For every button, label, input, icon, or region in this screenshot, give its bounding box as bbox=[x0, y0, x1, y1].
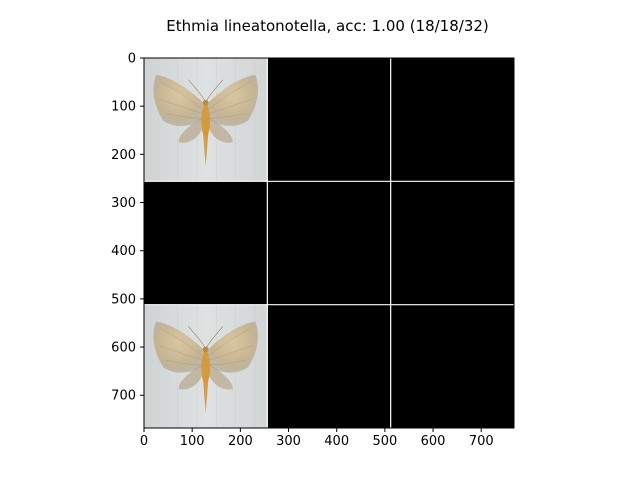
y-tick-label: 400 bbox=[111, 244, 136, 259]
black-tile bbox=[267, 181, 391, 305]
y-tick-label: 0 bbox=[128, 52, 136, 67]
plot-area bbox=[143, 57, 515, 429]
y-axis: 0 100 200 300 400 500 600 700 bbox=[111, 52, 144, 404]
black-tile bbox=[267, 304, 391, 428]
tile-fill bbox=[144, 181, 268, 305]
y-tick-label: 500 bbox=[111, 292, 136, 307]
axes-frame bbox=[143, 57, 515, 429]
tile-fill bbox=[267, 304, 391, 428]
x-tick-label: 100 bbox=[180, 434, 205, 449]
y-tick-label: 300 bbox=[111, 196, 136, 211]
moth-image bbox=[144, 304, 268, 429]
x-tick-label: 700 bbox=[469, 434, 494, 449]
x-tick-label: 600 bbox=[421, 434, 446, 449]
y-tick-label: 200 bbox=[111, 148, 136, 163]
x-tick-label: 400 bbox=[324, 434, 349, 449]
x-tick-label: 0 bbox=[140, 434, 148, 449]
moth-photo-tile bbox=[144, 58, 268, 182]
moth-photo-tile bbox=[144, 304, 268, 429]
tile-fill bbox=[267, 58, 391, 182]
x-tick-label: 200 bbox=[228, 434, 253, 449]
tile-fill bbox=[390, 304, 514, 428]
black-tile bbox=[390, 58, 514, 182]
y-tick-label: 100 bbox=[111, 100, 136, 115]
x-axis: 0 100 200 300 400 500 600 700 bbox=[140, 428, 494, 449]
y-tick-label: 600 bbox=[111, 341, 136, 356]
black-tile bbox=[390, 304, 514, 428]
chart-title: Ethmia lineatonotella, acc: 1.00 (18/18/… bbox=[166, 17, 489, 35]
tile-fill bbox=[267, 181, 391, 305]
black-tile bbox=[390, 181, 514, 305]
x-tick-label: 300 bbox=[276, 434, 301, 449]
y-tick-label: 700 bbox=[111, 389, 136, 404]
black-tile bbox=[144, 181, 268, 305]
moth-image bbox=[144, 58, 268, 182]
tile-fill bbox=[390, 58, 514, 182]
x-tick-label: 500 bbox=[372, 434, 397, 449]
tile-fill bbox=[390, 181, 514, 305]
black-tile bbox=[267, 58, 391, 182]
